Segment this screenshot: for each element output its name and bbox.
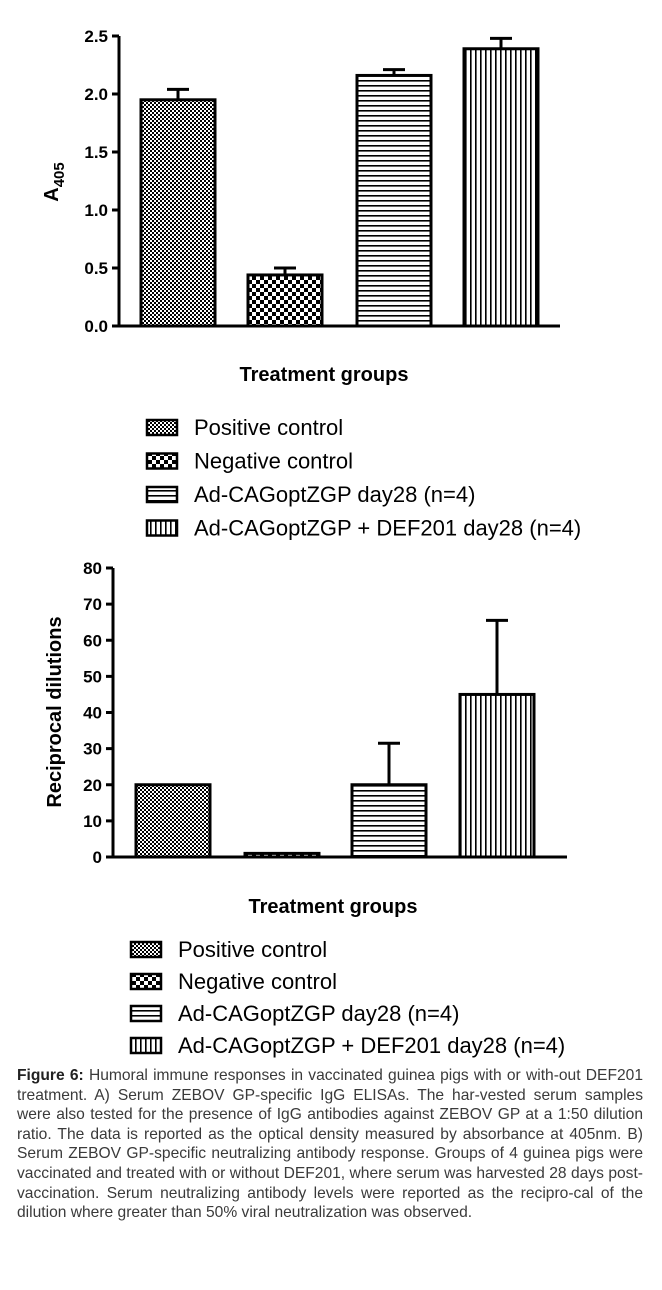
legend-item: Ad-CAGoptZGP day28 (n=4)	[145, 482, 475, 507]
y-axis-title-main: A	[41, 187, 63, 201]
bar	[134, 783, 212, 859]
legend-swatch	[145, 519, 179, 537]
bar	[458, 692, 536, 859]
y-tick-label: 2.5	[84, 27, 108, 46]
y-tick-label: 10	[83, 812, 102, 831]
y-tick-label: 30	[83, 740, 102, 759]
bar-group	[134, 783, 212, 859]
bar-group	[462, 36, 540, 328]
legend-swatch	[129, 940, 163, 959]
legend-item: Negative control	[129, 969, 337, 994]
legend-item: Ad-CAGoptZGP day28 (n=4)	[129, 1001, 459, 1026]
y-tick-label: 50	[83, 667, 102, 686]
y-tick-label: 80	[83, 559, 102, 578]
chart-b-x-axis-title: Treatment groups	[249, 896, 418, 918]
y-tick-label: 70	[83, 595, 102, 614]
y-tick-label: 20	[83, 776, 102, 795]
bar-group	[350, 741, 428, 859]
legend-swatch	[129, 1036, 163, 1055]
legend-label: Ad-CAGoptZGP + DEF201 day28 (n=4)	[194, 516, 581, 541]
legend-label: Negative control	[178, 969, 337, 994]
caption-text: Humoral immune responses in vaccinated g…	[17, 1067, 643, 1222]
svg-text:A405: A405	[41, 162, 68, 201]
legend-item: Negative control	[145, 449, 353, 474]
legend-label: Negative control	[194, 449, 353, 474]
legend-label: Positive control	[194, 415, 343, 440]
chart-a-x-axis-title: Treatment groups	[240, 364, 409, 386]
y-tick-label: 0	[93, 848, 102, 867]
legend-item: Positive control	[129, 937, 327, 962]
bar-group	[458, 618, 536, 859]
legend-label: Ad-CAGoptZGP day28 (n=4)	[178, 1001, 459, 1026]
y-axis-title: Reciprocal dilutions	[44, 616, 66, 807]
chart-a: A405 0.0 0.5 1.0 1.5 2.0 2.5 Treatment groups…	[41, 27, 581, 541]
legend-swatch	[129, 972, 163, 991]
legend-swatch	[145, 452, 179, 470]
chart-a-legend: Positive control Negative control Ad-CAGop…	[145, 415, 581, 541]
legend-label: Ad-CAGoptZGP day28 (n=4)	[194, 482, 475, 507]
legend-item: Positive control	[145, 415, 343, 440]
y-tick-label: 0.5	[84, 259, 108, 278]
bar	[355, 73, 433, 328]
bar-group	[246, 266, 324, 328]
figure-caption: Figure 6: Humoral immune responses in va…	[17, 1066, 643, 1223]
legend-label: Ad-CAGoptZGP + DEF201 day28 (n=4)	[178, 1033, 565, 1058]
y-tick-label: 1.5	[84, 143, 108, 162]
y-tick-label: 60	[83, 631, 102, 650]
y-axis-title-subscript: 405	[51, 162, 68, 187]
y-tick-label: 1.0	[84, 201, 108, 220]
chart-b-y-axis-title: Reciprocal dilutions	[44, 616, 66, 807]
bar-group	[243, 851, 321, 859]
bar	[243, 851, 321, 859]
bar-group	[139, 87, 217, 328]
bar	[246, 273, 324, 328]
chart-b-legend: Positive control Negative control Ad-CAGop…	[129, 937, 565, 1058]
chart-b: Reciprocal dilutions 0 10 20 30 40 50 60 70 80 T…	[44, 559, 567, 1058]
y-tick-label: 0.0	[84, 317, 108, 336]
legend-swatch	[145, 485, 179, 504]
y-tick-label: 40	[83, 704, 102, 723]
bar	[139, 98, 217, 328]
legend-item: Ad-CAGoptZGP + DEF201 day28 (n=4)	[145, 516, 581, 541]
bar	[350, 783, 428, 859]
legend-item: Ad-CAGoptZGP + DEF201 day28 (n=4)	[129, 1033, 565, 1058]
caption-label: Figure 6:	[17, 1067, 84, 1084]
bar-group	[355, 68, 433, 328]
legend-swatch	[129, 1004, 163, 1023]
y-tick-label: 2.0	[84, 85, 108, 104]
chart-a-y-axis-title: A405	[41, 162, 68, 201]
legend-label: Positive control	[178, 937, 327, 962]
legend-swatch	[145, 418, 179, 437]
bar	[462, 47, 540, 328]
